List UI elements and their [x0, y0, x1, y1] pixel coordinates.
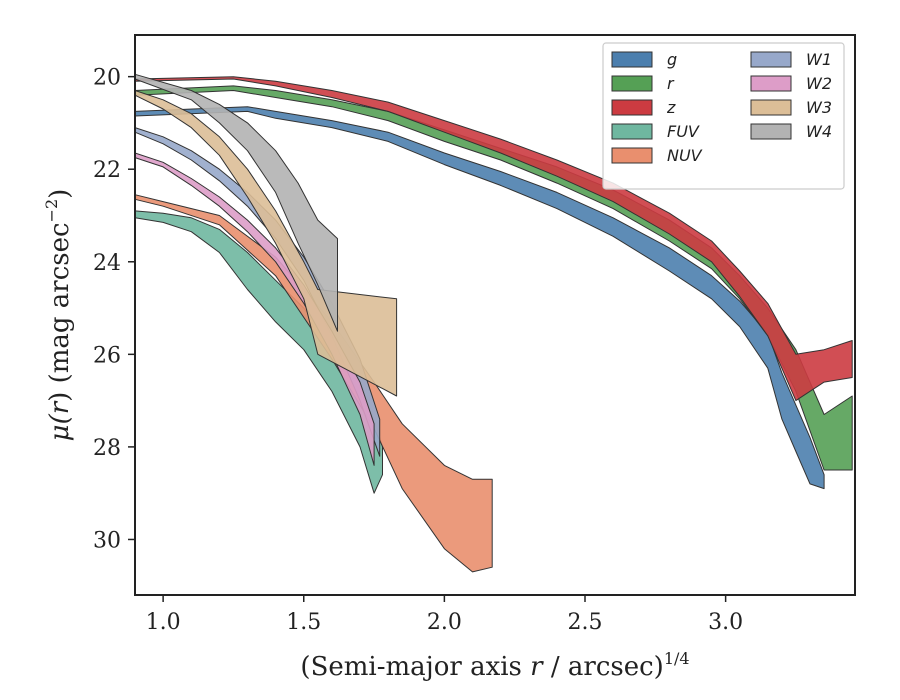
x-tick-label: 1.0	[146, 610, 181, 635]
y-axis-title: μ(r) (mag arcsec−2)	[42, 189, 75, 442]
legend-swatch-z	[611, 99, 653, 116]
legend-label-fuv: FUV	[667, 122, 700, 141]
legend-label-r: r	[667, 74, 675, 93]
x-tick-label: 1.5	[286, 610, 321, 635]
y-tick-label: 28	[93, 436, 121, 461]
x-axis-title: (Semi-major axis r / arcsec)1/4	[300, 649, 689, 682]
legend-label-nuv: NUV	[667, 146, 703, 165]
y-tick-label: 22	[93, 158, 121, 183]
legend-swatch-g	[611, 51, 653, 68]
legend-label-w2: W2	[806, 74, 832, 93]
legend: grz FUV NUV W1 W2 W3 W4	[602, 42, 845, 190]
legend-label-w4: W4	[806, 122, 832, 141]
band-w4	[134, 73, 338, 332]
legend-label-w1: W1	[806, 50, 832, 69]
legend-swatch-w4	[750, 123, 792, 140]
band-w2	[134, 152, 375, 466]
legend-label-z: z	[666, 98, 676, 117]
band-layer	[134, 73, 853, 573]
x-tick-label: 3.0	[708, 610, 743, 635]
legend-swatch-w2	[750, 75, 792, 92]
legend-swatch-w3	[750, 99, 792, 116]
band-z	[134, 76, 853, 402]
legend-swatch-r	[611, 75, 653, 92]
y-tick-label: 24	[93, 251, 121, 276]
band-w1	[134, 127, 381, 457]
band-w3	[134, 90, 398, 397]
legend-swatch-w1	[750, 51, 792, 68]
y-tick-label: 30	[93, 528, 121, 553]
x-tick-label: 2.0	[427, 610, 462, 635]
legend-label-g: g	[667, 50, 677, 69]
x-axis-ticks: 1.0 1.5 2.0 2.5 3.0	[146, 595, 743, 635]
legend-swatch-nuv	[611, 147, 653, 164]
y-tick-label: 20	[93, 66, 121, 91]
y-tick-label: 26	[93, 343, 121, 368]
legend-swatch-fuv	[611, 123, 653, 140]
plot-frame	[134, 34, 856, 596]
legend-label-w3: W3	[806, 98, 832, 117]
y-axis-ticks: 20 22 24 26 28 30	[93, 66, 135, 553]
x-tick-label: 2.5	[568, 610, 603, 635]
band-g	[134, 106, 825, 490]
